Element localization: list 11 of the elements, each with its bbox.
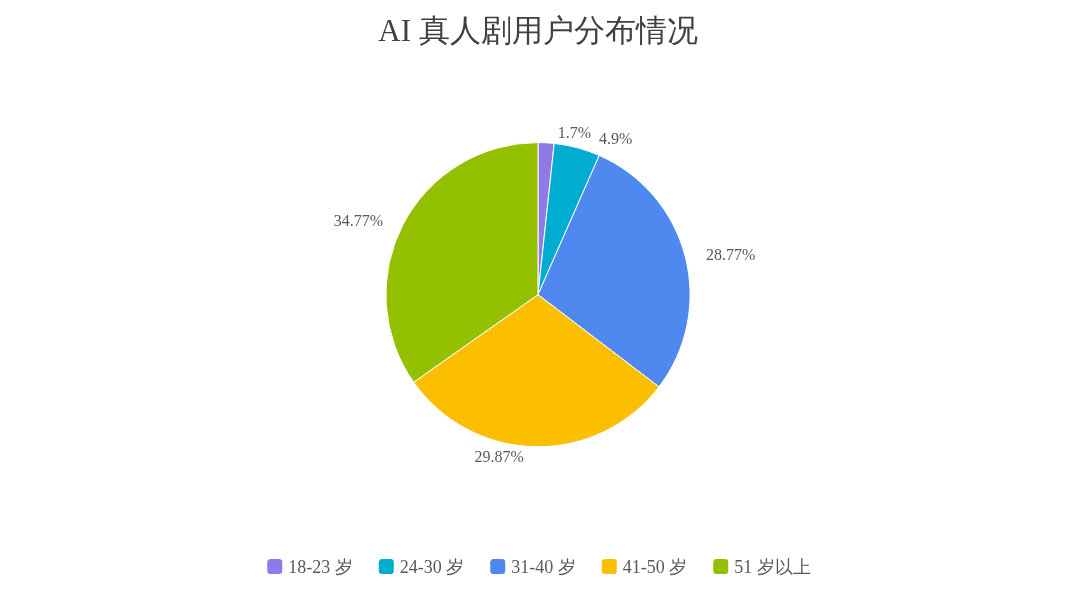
- chart-title: AI 真人剧用户分布情况: [378, 13, 698, 48]
- legend-label: 31-40 岁: [511, 556, 576, 577]
- data-label: 4.9%: [598, 129, 633, 147]
- legend-label: 41-50 岁: [622, 556, 688, 577]
- data-label: 1.7%: [557, 124, 591, 142]
- legend-label: 51 岁以上: [734, 556, 811, 577]
- legend-label: 18-23 岁: [288, 556, 353, 577]
- data-label: 34.77%: [333, 211, 384, 229]
- data-label: 29.87%: [474, 448, 524, 466]
- legend-label: 24-30 岁: [399, 556, 465, 577]
- data-label: 28.77%: [705, 245, 756, 263]
